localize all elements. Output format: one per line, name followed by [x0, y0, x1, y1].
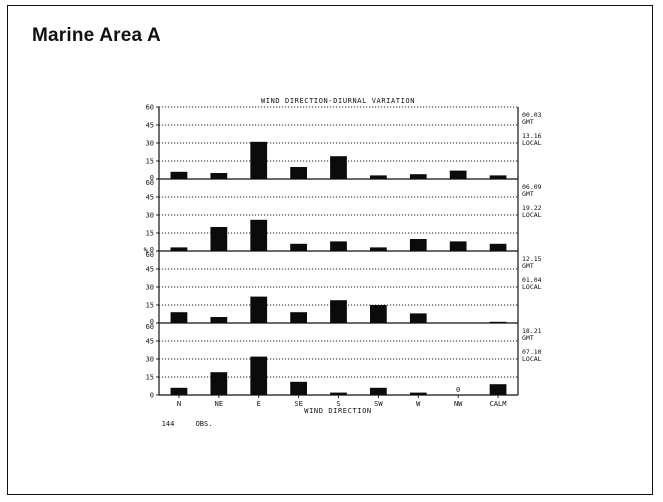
panel-4-tick-label: 60 [146, 323, 154, 331]
panel-1-gmt-label: GMT [522, 118, 534, 126]
bar-1-n [170, 171, 188, 179]
panel-1-tick-label: 30 [146, 140, 154, 148]
x-tick-label-e: E [257, 400, 261, 408]
panel-4-tick-label: 30 [146, 356, 154, 364]
bar-4-calm [489, 384, 507, 395]
panel-4-value-label: 0 [456, 386, 460, 394]
bar-1-calm [489, 175, 507, 179]
panel-1-local-label: LOCAL [522, 139, 542, 147]
panel-2-time-gmt: 06.09 [522, 183, 542, 191]
bar-4-s [330, 392, 347, 395]
bar-1-se [290, 167, 307, 179]
bar-2-s [330, 241, 347, 251]
bar-1-e [250, 141, 268, 179]
bar-2-calm [489, 243, 507, 251]
panel-3-gmt-label: GMT [522, 262, 534, 270]
x-tick-label-se: SE [294, 400, 302, 408]
observation-label: OBS. [196, 420, 213, 428]
panel-4-time-local: 07.10 [522, 348, 542, 356]
observation-count: 144 [162, 420, 175, 428]
bar-3-sw [370, 305, 387, 323]
panel-4-tick-label: 45 [146, 338, 154, 346]
x-axis-label: WIND DIRECTION [304, 407, 371, 415]
bar-2-w [409, 239, 427, 251]
panel-3-time-local: 01.04 [522, 276, 542, 284]
bar-2-se [290, 243, 307, 251]
panel-4-time-gmt: 18.21 [522, 327, 542, 335]
panel-1-time-local: 13.16 [522, 132, 542, 140]
bar-3-ne [210, 317, 228, 323]
panel-1-tick-label: 15 [146, 158, 154, 166]
bar-4-ne [210, 372, 228, 395]
bar-3-e [250, 296, 268, 323]
panel-4-gmt-label: GMT [522, 334, 534, 342]
bar-2-e [250, 219, 268, 251]
panel-3-tick-label: 0 [150, 318, 154, 326]
x-tick-label-nw: NW [454, 400, 463, 408]
panel-2-gmt-label: GMT [522, 190, 534, 198]
bar-2-n [170, 247, 188, 251]
panel-2-tick-label: 0 [150, 246, 154, 254]
panels-group: 60453015000.03GMT13.16LOCAL60453015006.0… [146, 104, 542, 409]
chart-title: WIND DIRECTION-DIURNAL VARIATION [261, 97, 415, 105]
panel-4-local-label: LOCAL [522, 355, 542, 363]
bar-2-sw [370, 247, 387, 251]
bar-3-w [409, 313, 427, 323]
bar-1-nw [449, 170, 467, 179]
bar-1-sw [370, 175, 387, 179]
panel-3-time-gmt: 12.15 [522, 255, 542, 263]
bar-4-e [250, 356, 268, 395]
figure-frame [7, 5, 653, 495]
x-tick-label-w: W [416, 400, 421, 408]
panel-2-tick-label: 15 [146, 230, 154, 238]
x-tick-label-s: S [336, 400, 340, 408]
panel-2-time-local: 19.22 [522, 204, 542, 212]
bar-4-n [170, 387, 188, 395]
panel-3-tick-label: 30 [146, 284, 154, 292]
panel-4-tick-label: 15 [146, 374, 154, 382]
panel-2-tick-label: 45 [146, 194, 154, 202]
x-tick-label-calm: CALM [490, 400, 507, 408]
y-axis-label: % [144, 246, 149, 255]
bar-3-calm [489, 321, 507, 323]
panel-2-tick-label: 60 [146, 179, 154, 187]
x-tick-label-ne: NE [215, 400, 223, 408]
page-heading: Marine Area A [32, 25, 161, 46]
x-tick-label-sw: SW [374, 400, 383, 408]
bar-3-se [290, 312, 307, 323]
panel-1-time-gmt: 00.03 [522, 111, 542, 119]
x-tick-label-n: N [177, 400, 181, 408]
panel-3-tick-label: 60 [146, 251, 154, 259]
panel-2-local-label: LOCAL [522, 211, 542, 219]
panel-3-tick-label: 15 [146, 302, 154, 310]
bar-1-s [330, 156, 347, 179]
panel-1-tick-label: 60 [146, 104, 154, 112]
bar-4-se [290, 381, 307, 395]
panel-1-tick-label: 0 [150, 174, 154, 182]
bar-1-w [409, 174, 427, 179]
bar-2-nw [449, 241, 467, 251]
panel-3-tick-label: 45 [146, 266, 154, 274]
bar-3-s [330, 300, 347, 323]
panel-2-tick-label: 30 [146, 212, 154, 220]
panel-1-tick-label: 45 [146, 122, 154, 130]
bar-3-n [170, 312, 188, 323]
panel-4-tick-label: 0 [150, 392, 154, 400]
bar-2-ne [210, 227, 228, 251]
bar-1-ne [210, 173, 228, 179]
bar-4-w [409, 392, 427, 395]
panel-3-local-label: LOCAL [522, 283, 542, 291]
bar-4-sw [370, 387, 387, 395]
